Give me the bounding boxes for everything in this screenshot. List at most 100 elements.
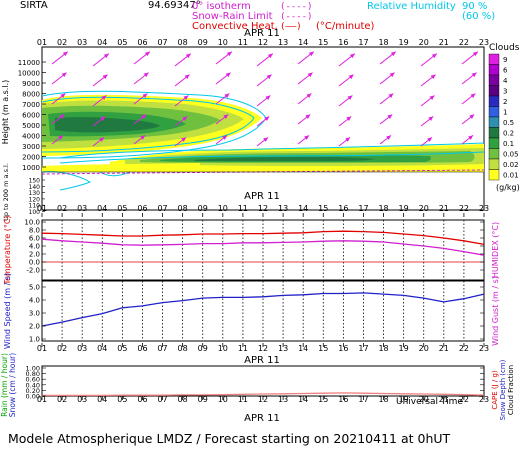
footer-title: Modele Atmospherique LMDZ / Forecast sta… (8, 431, 451, 446)
legend-left: 0° isotherm (----) Snow-Rain Limit (----… (192, 1, 375, 32)
hour-tick-label: 10 (218, 38, 228, 47)
hour-tick-label: 02 (57, 38, 67, 47)
hour-tick-label: 18 (378, 38, 388, 47)
wind-arrow (461, 72, 477, 85)
height-tick-label: 6000 (22, 112, 40, 120)
hour-tick-label: 17 (358, 344, 368, 353)
station-coordinate: 94.69347° (148, 0, 201, 11)
wind-arrow (420, 74, 436, 87)
height-tick-label: 3000 (22, 143, 40, 151)
series-line (41, 292, 485, 327)
hour-tick-label: 07 (157, 38, 167, 47)
legend-convective-sample: (——) (280, 22, 302, 32)
hour-tick-label: 14 (298, 344, 308, 353)
hour-tick-label: 16 (338, 38, 348, 47)
hour-tick-label: 22 (459, 344, 469, 353)
rain-ylabel: Rain (mm / hour) (0, 353, 9, 417)
wind-series (41, 292, 485, 327)
wind-arrows (51, 51, 479, 147)
wind-arrow (297, 72, 313, 85)
legend-convective-unit: (°C/minute) (316, 21, 375, 32)
hour-tick-label: 16 (338, 344, 348, 353)
wind-arrow (338, 116, 352, 127)
hour-tick-label: 03 (77, 204, 87, 213)
wind-arrow (256, 74, 272, 87)
hour-tick-label: 01 (37, 38, 47, 47)
legend-rh-60: (60 %) (462, 11, 495, 22)
clouds-legend-swatch (488, 53, 500, 65)
cloud-yaxis-ticks: 11000 10000 9000 8000 7000 6000 5000 4000 3000 20… (18, 59, 46, 216)
clouds-legend-label: 4 (503, 77, 508, 85)
wind-arrow (256, 95, 271, 107)
hour-tick-label: 20 (419, 204, 429, 213)
height-tick-label: 2000 (22, 154, 40, 162)
height-tick-label: 1000 (22, 164, 40, 172)
hour-tick-label: 03 (77, 38, 87, 47)
hour-tick-label: 05 (117, 38, 127, 47)
universal-time-label: Universal Time (396, 397, 463, 407)
header: SIRTA 94.69347° 0° isotherm (----) Snow-… (20, 0, 495, 32)
wind-arrow (297, 114, 311, 125)
top-hour-axis: 01 02 03 04 05 06 07 08 09 10 11 12 13 14 15 16 17 18 19 20… (37, 38, 489, 51)
hour-tick-label: 06 (137, 204, 147, 213)
y-tick-label: 2.0 (29, 323, 40, 331)
wind-arrow (92, 53, 110, 67)
wind-arrow (133, 72, 149, 85)
cloud-layer-lower (42, 144, 484, 172)
hour-tick-label: 07 (157, 344, 167, 353)
wind-arrow (420, 53, 438, 67)
wind-arrow (256, 53, 274, 67)
wind-arrow (51, 114, 65, 125)
wind-arrow (297, 93, 312, 105)
wind-arrow (420, 136, 433, 147)
hour-tick-label: 04 (97, 344, 107, 353)
clouds-legend-swatch (488, 116, 500, 128)
wind-arrow (461, 93, 476, 105)
hour-tick-label: 11 (238, 344, 248, 353)
cloud-ylabel-low: Up to 200 m a.s.l. (2, 163, 10, 221)
date-label-2: APR 11 (244, 191, 280, 202)
rain-yaxis-ticks: 1.000.800.600.400.200.00 (26, 365, 484, 401)
clouds-legend-unit: (g/kg) (496, 183, 520, 192)
hour-tick-label: 14 (298, 38, 308, 47)
wind-arrow (51, 93, 66, 105)
hour-tick-label: 21 (439, 38, 449, 47)
y-tick-label: 2.0 (29, 251, 40, 259)
hour-tick-label: 22 (459, 38, 469, 47)
hour-tick-label: 23 (479, 204, 489, 213)
wind-arrow (256, 116, 270, 127)
hour-tick-label: 21 (439, 344, 449, 353)
legend-snowrain-label: Snow-Rain Limit (192, 11, 273, 22)
clouds-legend-label: 0.1 (503, 140, 514, 148)
hour-tick-label: 07 (157, 204, 167, 213)
cloud-ylabel: Height (m a.s.l.) (1, 80, 10, 145)
height-tick-label: 110 (29, 203, 41, 210)
hour-tick-label: 09 (198, 204, 208, 213)
clouds-legend-swatch (488, 158, 500, 170)
hour-tick-label: 18 (378, 344, 388, 353)
clouds-legend-label: 0.5 (503, 119, 514, 127)
height-tick-label: 100 (29, 209, 41, 216)
wind-arrow (338, 74, 354, 87)
wind-arrow (215, 134, 228, 145)
hour-tick-label: 12 (258, 344, 268, 353)
clouds-legend-swatch (488, 95, 500, 107)
clouds-legend-label: 0.02 (503, 161, 519, 169)
height-tick-label: 9000 (22, 80, 40, 88)
wind-arrow (133, 51, 151, 65)
y-tick-label: 0.0 (29, 259, 40, 267)
hour-tick-label: 17 (358, 38, 368, 47)
temperature-ylabel: Temperature (°C) (3, 215, 12, 285)
wind-arrow (51, 51, 69, 65)
clouds-legend-label: 9 (503, 56, 507, 64)
rain-series (42, 392, 485, 397)
hour-tick-label: 08 (178, 344, 188, 353)
y-tick-label: 0.80 (26, 370, 40, 378)
wind-arrow (92, 95, 107, 107)
wind-arrow (133, 114, 147, 125)
temperature-panel: 10.08.06.04.02.00.0-2.0 Temperature (°C)… (3, 215, 500, 285)
y-tick-label: 8.0 (29, 227, 40, 235)
hour-tick-label: 15 (318, 38, 328, 47)
clouds-legend-swatch (488, 137, 500, 149)
wind-panel-frame (41, 280, 485, 342)
